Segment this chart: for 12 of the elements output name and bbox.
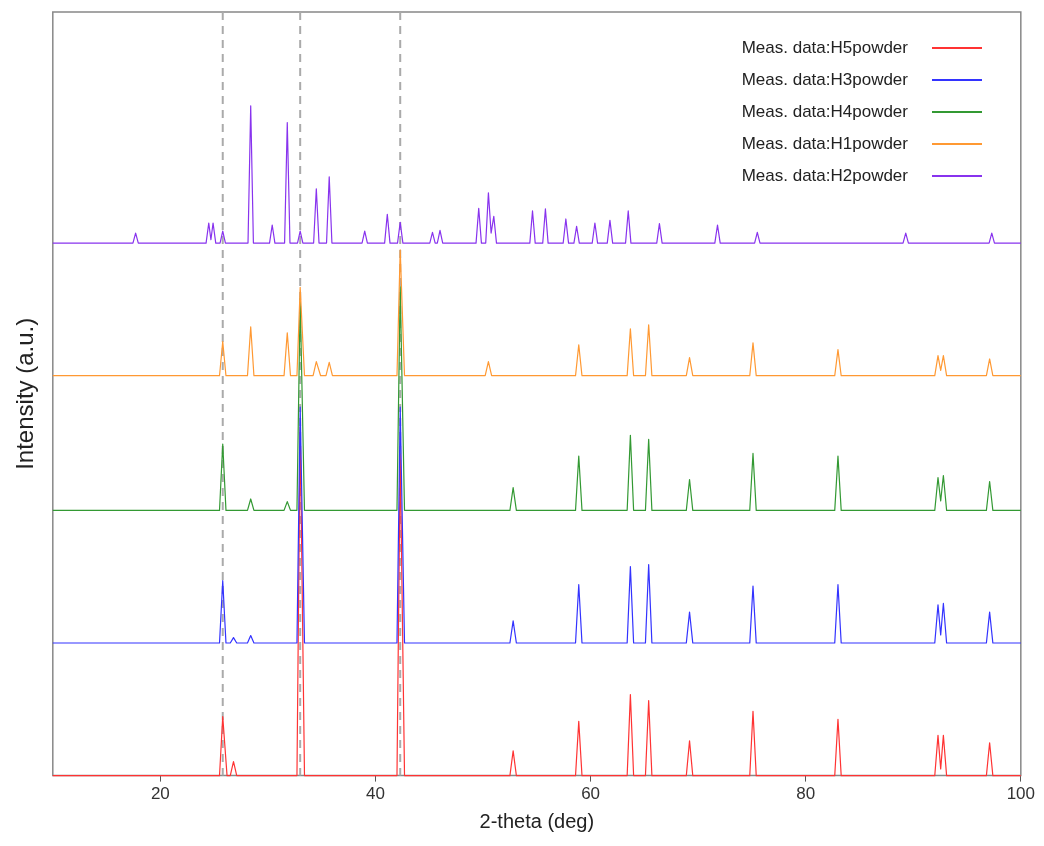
y-axis-title: Intensity (a.u.): [11, 317, 39, 470]
x-axis-title: 2-theta (deg): [479, 809, 595, 832]
x-tick-label: 100: [1006, 784, 1036, 804]
legend-label: Meas. data:H5powder: [741, 38, 908, 58]
legend-label: Meas. data:H1powder: [741, 134, 908, 154]
legend-label: Meas. data:H2powder: [741, 166, 908, 186]
x-tick-label: 20: [150, 784, 170, 804]
x-tick-label: 60: [581, 784, 601, 804]
legend-label: Meas. data:H3powder: [741, 70, 908, 90]
legend-label: Meas. data:H4powder: [741, 102, 908, 122]
x-tick-label: 80: [796, 784, 816, 804]
x-tick-label: 40: [366, 784, 385, 804]
